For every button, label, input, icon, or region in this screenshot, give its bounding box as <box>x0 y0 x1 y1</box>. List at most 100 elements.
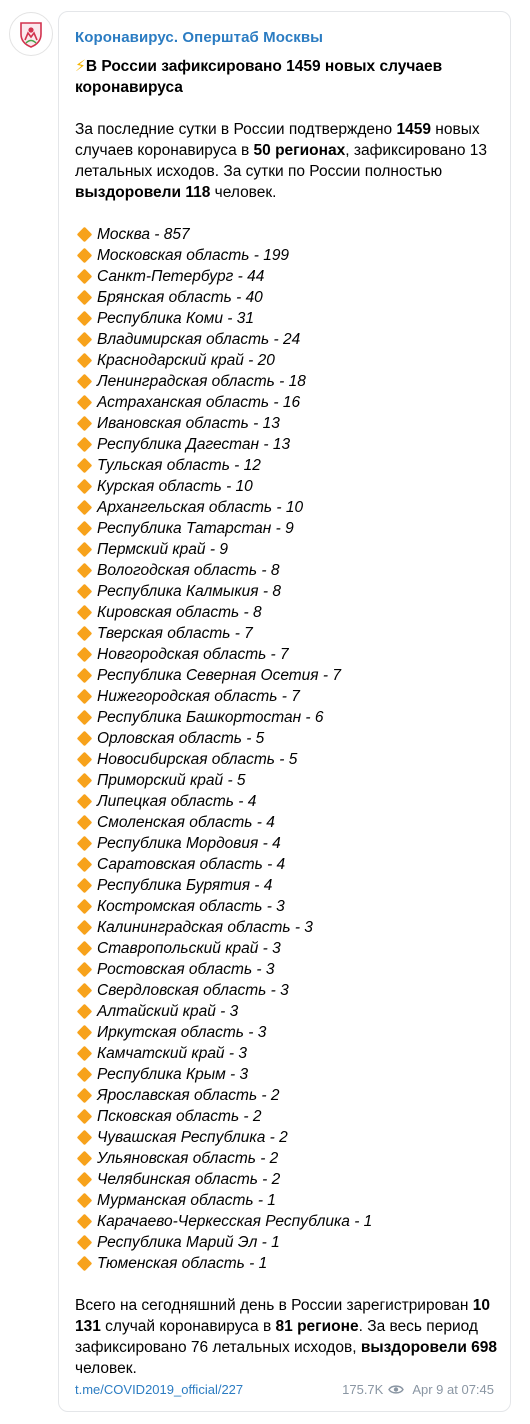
orange-diamond-icon <box>76 1003 93 1020</box>
region-item: Тюменская область - 1 <box>75 1253 500 1274</box>
orange-diamond-icon <box>76 268 93 285</box>
region-text: Новгородская область - 7 <box>97 646 289 663</box>
summary-text: . За весь период зафиксировано 76 леталь… <box>75 1318 478 1356</box>
region-item: Владимирская область - 24 <box>75 329 500 350</box>
region-list: Москва - 857 Московская область - 199 Санк… <box>75 224 500 1274</box>
region-text: Липецкая область - 4 <box>97 793 257 810</box>
region-item: Ставропольский край - 3 <box>75 938 500 959</box>
region-item: Ульяновская область - 2 <box>75 1148 500 1169</box>
region-text: Московская область - 199 <box>97 247 290 264</box>
region-item: Республика Мордовия - 4 <box>75 833 500 854</box>
orange-diamond-icon <box>76 667 93 684</box>
message-footer: t.me/COVID2019_official/227 175.7K Apr 9… <box>75 1382 494 1402</box>
region-item: Республика Крым - 3 <box>75 1064 500 1085</box>
region-text: Астраханская область - 16 <box>97 394 301 411</box>
region-item: Калининградская область - 3 <box>75 917 500 938</box>
region-item: Нижегородская область - 7 <box>75 686 500 707</box>
region-text: Мурманская область - 1 <box>97 1192 276 1209</box>
orange-diamond-icon <box>76 835 93 852</box>
region-text: Новосибирская область - 5 <box>97 751 298 768</box>
region-text: Санкт-Петербург - 44 <box>97 268 265 285</box>
headline-text: В России зафиксировано 1459 новых случае… <box>75 58 443 96</box>
region-text: Республика Северная Осетия - 7 <box>97 667 341 684</box>
orange-diamond-icon <box>76 1066 93 1083</box>
region-text: Ставропольский край - 3 <box>97 940 281 957</box>
orange-diamond-icon <box>76 982 93 999</box>
region-item: Астраханская область - 16 <box>75 392 500 413</box>
orange-diamond-icon <box>76 751 93 768</box>
orange-diamond-icon <box>76 1192 93 1209</box>
region-text: Челябинская область - 2 <box>97 1171 281 1188</box>
region-text: Кировская область - 8 <box>97 604 262 621</box>
region-item: Смоленская область - 4 <box>75 812 500 833</box>
region-item: Тверская область - 7 <box>75 623 500 644</box>
message-body: ⚡В России зафиксировано 1459 новых случа… <box>75 56 500 1379</box>
region-item: Чувашская Республика - 2 <box>75 1127 500 1148</box>
orange-diamond-icon <box>76 877 93 894</box>
orange-diamond-icon <box>76 499 93 516</box>
moscow-crest-icon <box>20 22 42 48</box>
orange-diamond-icon <box>76 646 93 663</box>
orange-diamond-icon <box>76 247 93 264</box>
intro-text: человек. <box>210 184 277 201</box>
summary-bold: выздоровели 698 <box>360 1339 498 1356</box>
region-item: Алтайский край - 3 <box>75 1001 500 1022</box>
intro-text: За последние сутки в России подтверждено <box>75 121 397 138</box>
region-item: Вологодская область - 8 <box>75 560 500 581</box>
region-text: Республика Башкортостан - 6 <box>97 709 324 726</box>
region-item: Приморский край - 5 <box>75 770 500 791</box>
region-text: Чувашская Республика - 2 <box>97 1129 288 1146</box>
region-item: Карачаево-Черкесская Республика - 1 <box>75 1211 500 1232</box>
intro-text: , зафиксировано 13 летальных исходов. За… <box>75 142 487 180</box>
orange-diamond-icon <box>76 457 93 474</box>
orange-diamond-icon <box>76 562 93 579</box>
orange-diamond-icon <box>76 1024 93 1041</box>
lightning-bolt-icon: ⚡ <box>75 58 86 75</box>
summary-text: Всего на сегодняшний день в России зарег… <box>75 1297 473 1314</box>
region-item: Московская область - 199 <box>75 245 500 266</box>
region-item: Республика Башкортостан - 6 <box>75 707 500 728</box>
region-item: Республика Дагестан - 13 <box>75 434 500 455</box>
summary-bold: 81 регионе <box>275 1318 359 1335</box>
orange-diamond-icon <box>76 1087 93 1104</box>
orange-diamond-icon <box>76 1129 93 1146</box>
summary-text: человек. <box>75 1360 137 1377</box>
spacer <box>75 203 500 224</box>
orange-diamond-icon <box>76 772 93 789</box>
orange-diamond-icon <box>76 373 93 390</box>
post-date[interactable]: Apr 9 at 07:45 <box>412 1382 494 1397</box>
region-text: Нижегородская область - 7 <box>97 688 300 705</box>
orange-diamond-icon <box>76 1045 93 1062</box>
region-item: Орловская область - 5 <box>75 728 500 749</box>
intro-bold: выздоровели 118 <box>75 184 211 201</box>
orange-diamond-icon <box>76 961 93 978</box>
region-text: Республика Татарстан - 9 <box>97 520 294 537</box>
region-item: Ивановская область - 13 <box>75 413 500 434</box>
region-text: Краснодарский край - 20 <box>97 352 275 369</box>
channel-avatar[interactable] <box>9 12 53 56</box>
region-text: Республика Дагестан - 13 <box>97 436 291 453</box>
region-text: Иркутская область - 3 <box>97 1024 267 1041</box>
region-item: Республика Татарстан - 9 <box>75 518 500 539</box>
orange-diamond-icon <box>76 352 93 369</box>
summary-bold: 10 131 <box>75 1297 491 1335</box>
region-text: Пермский край - 9 <box>97 541 228 558</box>
orange-diamond-icon <box>76 436 93 453</box>
region-text: Брянская область - 40 <box>97 289 263 306</box>
orange-diamond-icon <box>76 940 93 957</box>
orange-diamond-icon <box>76 520 93 537</box>
region-text: Калининградская область - 3 <box>97 919 313 936</box>
orange-diamond-icon <box>76 583 93 600</box>
orange-diamond-icon <box>76 310 93 327</box>
orange-diamond-icon <box>76 478 93 495</box>
region-text: Саратовская область - 4 <box>97 856 286 873</box>
region-text: Свердловская область - 3 <box>97 982 289 999</box>
post-link[interactable]: t.me/COVID2019_official/227 <box>75 1382 244 1397</box>
region-text: Тульская область - 12 <box>97 457 261 474</box>
spacer <box>75 1274 500 1295</box>
channel-name[interactable]: Коронавирус. Оперштаб Москвы <box>75 29 324 46</box>
region-text: Москва - 857 <box>97 226 190 243</box>
post-meta: 175.7K Apr 9 at 07:45 <box>342 1382 494 1397</box>
region-item: Тульская область - 12 <box>75 455 500 476</box>
orange-diamond-icon <box>76 688 93 705</box>
